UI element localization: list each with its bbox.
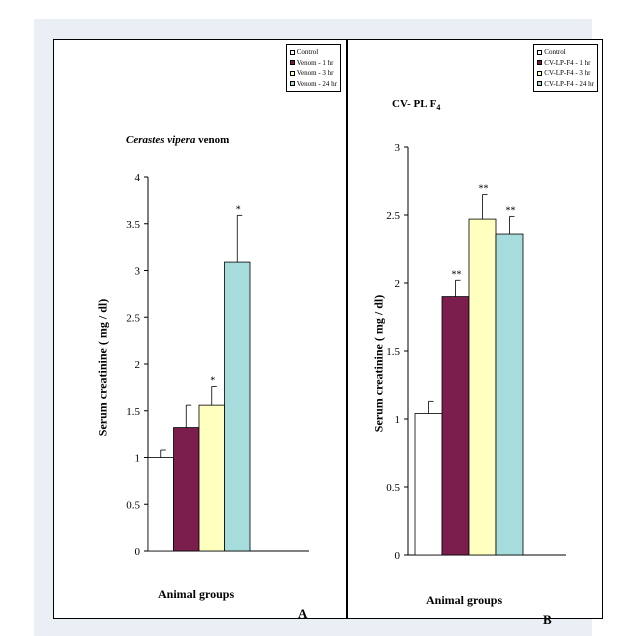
chart-a-y-tick-label: 2: [135, 359, 141, 371]
chart-b-y-tick-label: 1.5: [386, 346, 400, 358]
chart-a-title-italic: Cerastes vipera: [126, 134, 196, 146]
chart-a-y-tick-label: 3.5: [126, 219, 140, 231]
chart-a-y-tick-label: 2.5: [126, 312, 140, 324]
chart-a-y-tick-label: 0.5: [126, 499, 140, 511]
legend-item-control: Control: [537, 47, 594, 58]
chart-a-ylabel: Serum creatinine ( mg / dl): [95, 298, 110, 437]
chart-a-bar-0: [147, 457, 174, 552]
chart-a-significance-3: *: [236, 204, 241, 215]
chart-b-y-tick-label: 0: [395, 550, 401, 562]
legend-label: Venom - 1 hr: [296, 58, 334, 67]
legend-label: CV-LP-F4 - 1 hr: [544, 58, 591, 67]
chart-a-y-tick-label: 0: [135, 546, 141, 558]
legend-item-1hr: CV-LP-F4 - 1 hr: [537, 58, 594, 69]
legend-item-control: Control: [289, 47, 337, 58]
chart-b-bar-0: [414, 413, 443, 556]
chart-a-y-tick-label: 4: [135, 172, 141, 184]
chart-a-y-tick-label: 3: [135, 266, 141, 278]
legend-label: Control: [544, 48, 566, 56]
legend-label: CV-LP-F4 - 3 hr: [544, 69, 591, 77]
legend-swatch: [537, 70, 543, 76]
legend-swatch: [289, 81, 295, 87]
legend-swatch: [537, 60, 543, 66]
chart-a-bar-2: [198, 404, 225, 552]
chart-b-title-main: CV- PL F: [392, 98, 437, 110]
legend-swatch: [537, 49, 543, 55]
chart-a-plot: 0 0.5 1 1.5 2 2.5 3 3.5 4 * *: [126, 172, 309, 558]
legend-label: CV-LP-F4 - 24 hr: [544, 79, 594, 88]
chart-a-bar-1: [173, 427, 200, 552]
panel-b: 0 0.5 1 1.5 2 2.5 3 ** ** ** Control CV-LP-F4 - 1…: [347, 39, 603, 627]
chart-a-bar-3: [224, 261, 251, 552]
chart-b-y-tick-label: 2: [395, 278, 401, 290]
chart-a-y-tick-label: 1: [135, 453, 141, 465]
chart-b-bar-1: [441, 296, 470, 556]
legend-item-24hr: CV-LP-F4 - 24 hr: [537, 79, 594, 90]
legend-a: Control Venom - 1 hr Venom - 3 hr Venom …: [285, 44, 341, 92]
chart-b-xlabel: Animal groups: [426, 593, 503, 607]
panel-letter-a: A: [298, 606, 308, 621]
legend-item-3hr: CV-LP-F4 - 3 hr: [537, 68, 594, 79]
chart-b-y-tick-label: 2.5: [386, 210, 400, 222]
legend-b: Control CV-LP-F4 - 1 hr CV-LP-F4 - 3 hr …: [533, 44, 598, 92]
legend-swatch: [289, 70, 295, 76]
legend-item-24hr: Venom - 24 hr: [289, 79, 337, 90]
legend-label: Venom - 24 hr: [296, 79, 337, 88]
chart-a-title: Cerastes vipera venom: [126, 134, 229, 146]
chart-b-y-tick-label: 3: [395, 142, 401, 154]
chart-b-title: CV- PL F4: [392, 98, 440, 112]
legend-item-1hr: Venom - 1 hr: [289, 58, 337, 69]
panel-a: 0 0.5 1 1.5 2 2.5 3 3.5 4 * * Control Venom - 1 hr…: [53, 39, 347, 621]
chart-b-y-tick-label: 0.5: [386, 482, 400, 494]
chart-b-plot: 0 0.5 1 1.5 2 2.5 3 ** ** **: [386, 142, 566, 562]
figure-frame: 0 0.5 1 1.5 2 2.5 3 3.5 4 * * Control Venom - 1 hr…: [34, 19, 603, 636]
legend-label: Venom - 3 hr: [296, 69, 334, 77]
chart-b-significance-3: **: [506, 205, 516, 216]
chart-b-title-sub: 4: [436, 103, 441, 113]
chart-a-title-rest: venom: [195, 134, 230, 146]
legend-label: Control: [296, 48, 319, 56]
chart-b-significance-2: **: [479, 184, 489, 195]
chart-b-significance-1: **: [452, 269, 462, 280]
legend-swatch: [289, 60, 295, 66]
panel-letter-b: B: [543, 612, 552, 627]
legend-item-3hr: Venom - 3 hr: [289, 68, 337, 79]
chart-a-xlabel: Animal groups: [158, 587, 235, 601]
chart-b-y-tick-label: 1: [395, 414, 401, 426]
chart-b-bar-2: [468, 218, 497, 556]
chart-a-significance-2: *: [210, 375, 215, 386]
chart-a-y-tick-label: 1.5: [126, 406, 140, 418]
legend-swatch: [289, 49, 295, 55]
chart-b-bar-3: [495, 233, 524, 556]
legend-swatch: [537, 81, 543, 87]
chart-b-ylabel: Serum creatinine ( mg / dl): [371, 294, 386, 433]
